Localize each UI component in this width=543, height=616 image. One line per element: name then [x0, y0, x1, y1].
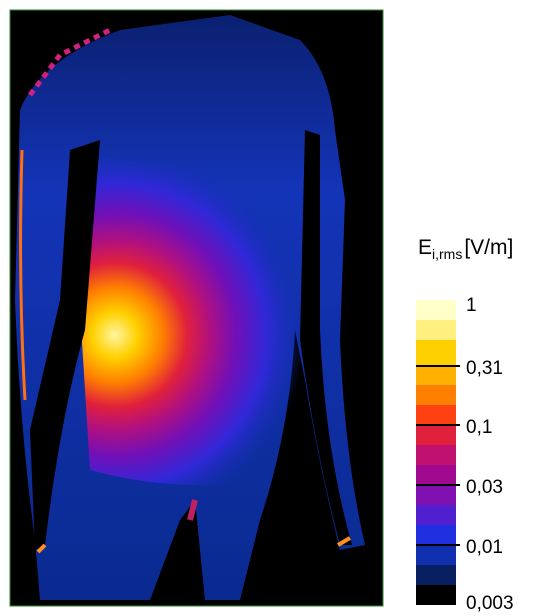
hand-edge — [336, 536, 352, 547]
hand-edge — [36, 543, 47, 554]
colorbar-label: 0,1 — [466, 417, 492, 438]
field-map — [9, 9, 384, 607]
arm-edge — [19, 149, 27, 401]
crotch-spot — [187, 499, 198, 521]
arm-gap-right — [300, 130, 352, 545]
colorbar-label: 0,01 — [466, 537, 503, 558]
title-symbol: E — [418, 236, 432, 259]
colorbar-label: 0,31 — [466, 358, 503, 379]
title-unit: [V/m] — [464, 236, 513, 259]
title-subscript: i,rms — [432, 246, 462, 262]
colorbar-label: 1 — [466, 295, 477, 316]
colorbar-label: 0,03 — [466, 477, 503, 498]
shoulder-edge — [28, 27, 112, 97]
colorbar — [416, 300, 460, 605]
field-hotspot — [70, 150, 300, 485]
colorbar-label: 0,003 — [466, 593, 514, 614]
arm-gap-left — [30, 140, 100, 550]
colorbar-title: Ei,rms[V/m] — [418, 236, 513, 262]
